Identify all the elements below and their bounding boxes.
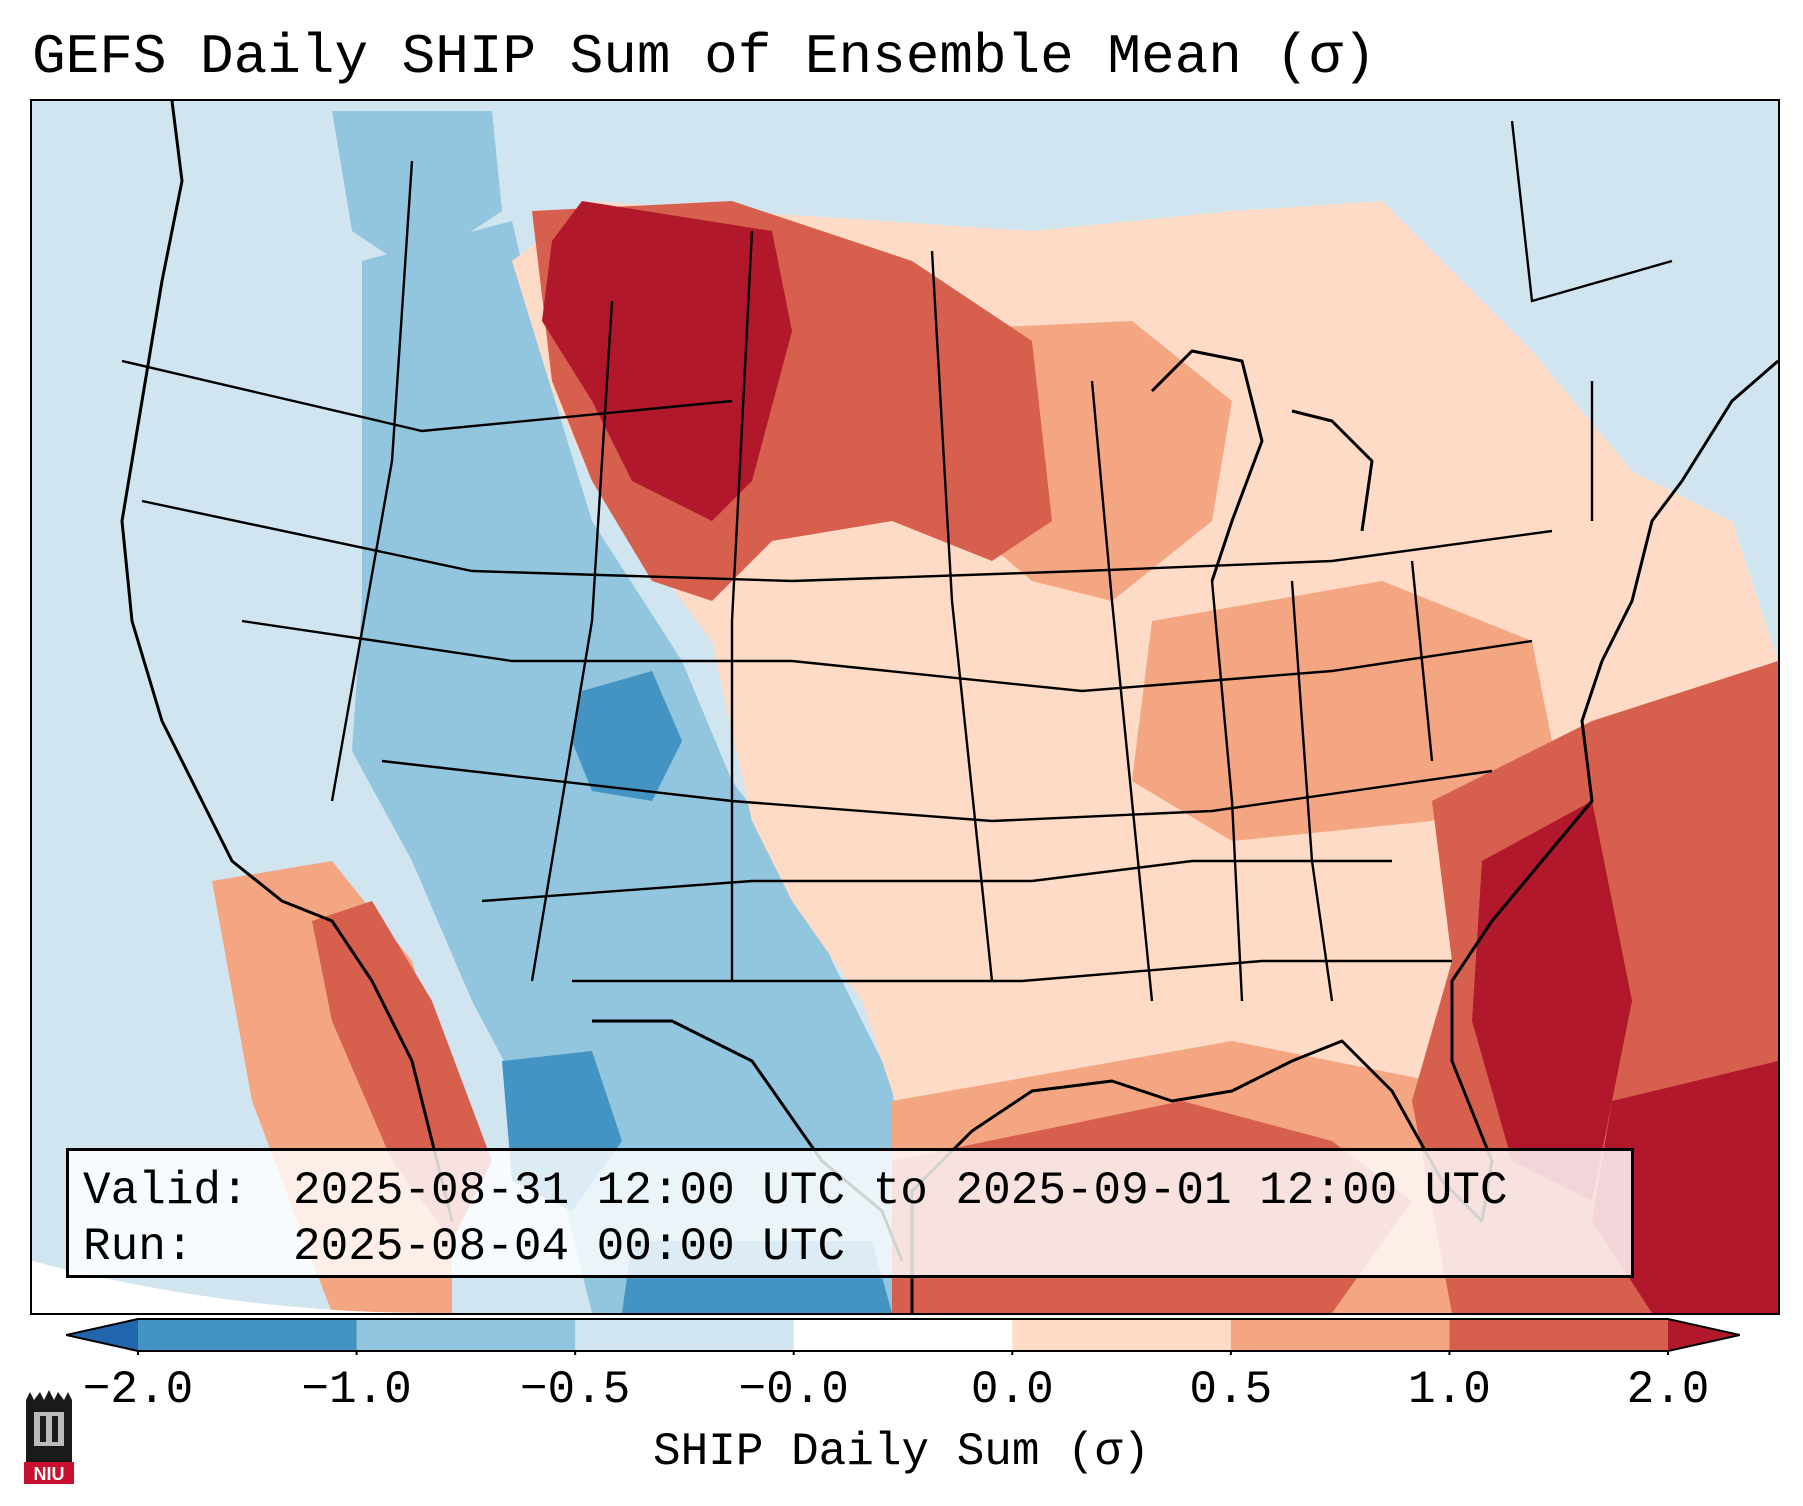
colorbar-tick-label: 0.0 xyxy=(970,1364,1054,1416)
extreme-red-anomaly-southeast xyxy=(1472,801,1632,1201)
colorbar-bin xyxy=(1449,1319,1669,1351)
run-label: Run: xyxy=(83,1221,194,1273)
projection-edge-void xyxy=(32,1261,432,1313)
blue-anomaly-northwest xyxy=(332,111,502,271)
colorbar-tick-label: −2.0 xyxy=(82,1364,194,1416)
run-time-line: Run: 2025-08-04 00:00 UTC xyxy=(83,1219,1617,1275)
colorbar-extend-high xyxy=(1668,1319,1740,1351)
colorbar-bin xyxy=(1012,1319,1232,1351)
valid-run-info-box: Valid: 2025-08-31 12:00 UTC to 2025-09-0… xyxy=(66,1148,1634,1278)
logo-text: NIU xyxy=(34,1464,65,1484)
colorbar-bin xyxy=(793,1319,1013,1351)
colorbar-tick-label: −1.0 xyxy=(301,1364,412,1416)
valid-value: 2025-08-31 12:00 UTC to 2025-09-01 12:00… xyxy=(293,1165,1508,1217)
valid-label: Valid: xyxy=(83,1165,249,1217)
colorbar-tick-label: 0.5 xyxy=(1189,1364,1273,1416)
valid-time-line: Valid: 2025-08-31 12:00 UTC to 2025-09-0… xyxy=(83,1163,1617,1219)
niu-logo: NIU xyxy=(20,1390,78,1486)
state-boundaries xyxy=(121,120,1673,1002)
colorbar-bin xyxy=(138,1319,358,1351)
map-title: GEFS Daily SHIP Sum of Ensemble Mean (σ) xyxy=(32,25,1377,89)
colorbar-tick-label: 1.0 xyxy=(1408,1364,1491,1416)
colorbar-extend-low xyxy=(66,1319,138,1351)
niu-tower-logo-icon: NIU xyxy=(24,1390,74,1484)
colorbar-bin xyxy=(575,1319,795,1351)
extreme-red-anomaly-caribbean xyxy=(1592,1061,1778,1313)
colorbar-svg xyxy=(65,1318,1741,1359)
map-panel xyxy=(30,99,1780,1315)
run-value: 2025-08-04 00:00 UTC xyxy=(293,1221,846,1273)
strong-blue-anomaly-colorado xyxy=(572,671,682,801)
colorbar-tick-label: 2.0 xyxy=(1626,1364,1710,1416)
colorbar xyxy=(65,1315,1741,1359)
colorbar-tick-label: −0.5 xyxy=(519,1364,631,1416)
extreme-red-anomaly-montana xyxy=(542,201,792,521)
colorbar-bin xyxy=(356,1319,576,1351)
medium-red-anomaly-ohio-valley xyxy=(1132,581,1552,841)
colorbar-bin xyxy=(1230,1319,1450,1351)
colorbar-label: SHIP Daily Sum (σ) xyxy=(653,1426,1150,1478)
colorbar-tick-label: −0.0 xyxy=(738,1364,849,1416)
anomaly-map xyxy=(32,101,1778,1313)
